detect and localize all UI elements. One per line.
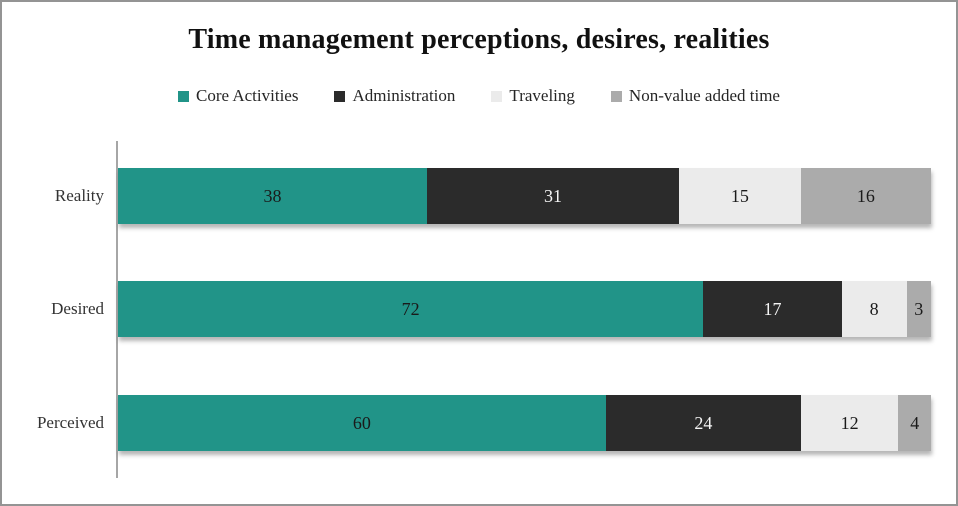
legend-item-traveling: Traveling — [491, 86, 575, 106]
bar-row-reality: 38 31 15 16 — [118, 168, 931, 224]
bar-value-label: 8 — [869, 299, 879, 319]
y-axis-line — [116, 141, 118, 478]
bar-row-perceived: 60 24 12 4 — [118, 395, 931, 451]
bar-value-label: 3 — [914, 299, 924, 319]
category-label-perceived: Perceived — [36, 413, 104, 432]
chart-title: Time management perceptions, desires, re… — [188, 24, 770, 55]
legend-swatch-icon — [491, 90, 503, 102]
bar-segment-non-value-added-time: 16 — [800, 168, 931, 224]
bar-value-label: 72 — [401, 299, 420, 319]
legend-item-administration: Administration — [334, 86, 455, 106]
legend-item-non-value-added-time: Non-value added time — [610, 86, 780, 106]
bar-segment-administration: 31 — [426, 168, 679, 224]
legend-swatch-icon — [610, 90, 622, 102]
category-label-reality: Reality — [54, 186, 104, 205]
bar-segment-core-activities: 72 — [118, 281, 704, 337]
bar-value-label: 31 — [543, 186, 562, 206]
bar-row-desired: 72 17 8 3 — [118, 281, 931, 337]
bar-segment-administration: 17 — [703, 281, 842, 337]
legend-label: Traveling — [509, 86, 575, 105]
bar-value-label: 16 — [856, 186, 875, 206]
bar-value-label: 12 — [840, 413, 859, 433]
bar-value-label: 38 — [263, 186, 282, 206]
bar-segment-core-activities: 38 — [118, 168, 427, 224]
bar-segment-traveling: 8 — [841, 281, 907, 337]
bar-value-label: 17 — [763, 299, 782, 319]
bar-segment-traveling: 12 — [800, 395, 899, 451]
legend-label: Core Activities — [196, 86, 299, 105]
bar-segment-non-value-added-time: 3 — [906, 281, 931, 337]
legend-swatch-icon — [334, 90, 346, 102]
legend-item-core-activities: Core Activities — [178, 86, 298, 106]
bar-segment-core-activities: 60 — [118, 395, 606, 451]
bar-value-label: 15 — [730, 186, 749, 206]
bar-segment-administration: 24 — [605, 395, 801, 451]
bar-value-label: 24 — [694, 413, 713, 433]
bar-segment-non-value-added-time: 4 — [898, 395, 931, 451]
legend: Core Activities Administration Traveling No… — [2, 86, 956, 106]
legend-label: Administration — [352, 86, 456, 105]
category-label-desired: Desired — [51, 299, 104, 318]
bar-segment-traveling: 15 — [678, 168, 801, 224]
bar-value-label: 4 — [910, 413, 920, 433]
bar-value-label: 60 — [352, 413, 371, 433]
legend-label: Non-value added time — [628, 86, 780, 105]
legend-swatch-icon — [178, 90, 189, 102]
